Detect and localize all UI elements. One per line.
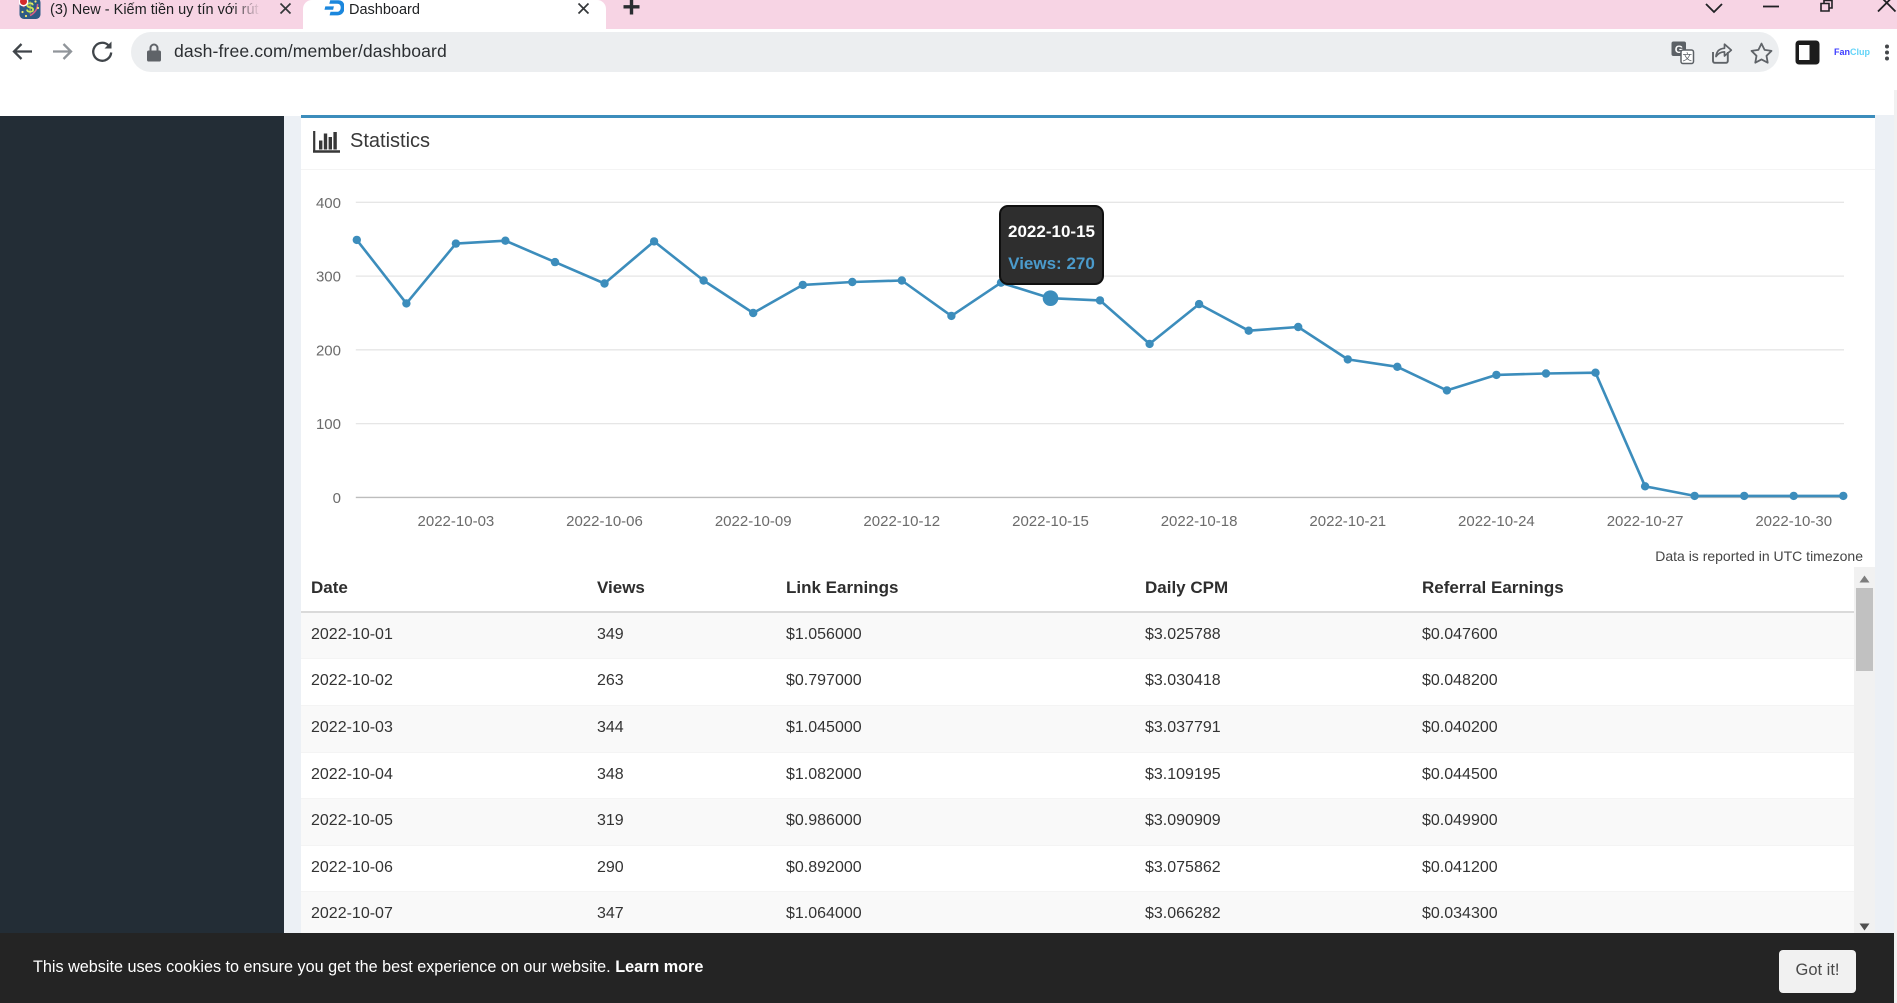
svg-text:2022-10-27: 2022-10-27: [1607, 513, 1684, 530]
svg-text:300: 300: [316, 269, 341, 286]
svg-text:2022-10-30: 2022-10-30: [1755, 513, 1832, 530]
svg-text:文: 文: [1682, 52, 1692, 64]
svg-text:2022-10-03: 2022-10-03: [418, 513, 495, 530]
svg-text:2022-10-18: 2022-10-18: [1161, 513, 1238, 530]
svg-text:G: G: [1675, 44, 1684, 56]
svg-text:400: 400: [316, 195, 341, 212]
svg-text:2022-10-06: 2022-10-06: [566, 513, 643, 530]
svg-text:$: $: [26, 0, 35, 17]
svg-text:2022-10-15: 2022-10-15: [1012, 513, 1089, 530]
svg-text:2022-10-09: 2022-10-09: [715, 513, 792, 530]
svg-text:100: 100: [316, 416, 341, 433]
svg-text:0: 0: [333, 490, 341, 507]
svg-text:200: 200: [316, 342, 341, 359]
svg-text:2022-10-12: 2022-10-12: [863, 513, 940, 530]
svg-text:2022-10-21: 2022-10-21: [1309, 513, 1386, 530]
svg-text:2022-10-24: 2022-10-24: [1458, 513, 1535, 530]
